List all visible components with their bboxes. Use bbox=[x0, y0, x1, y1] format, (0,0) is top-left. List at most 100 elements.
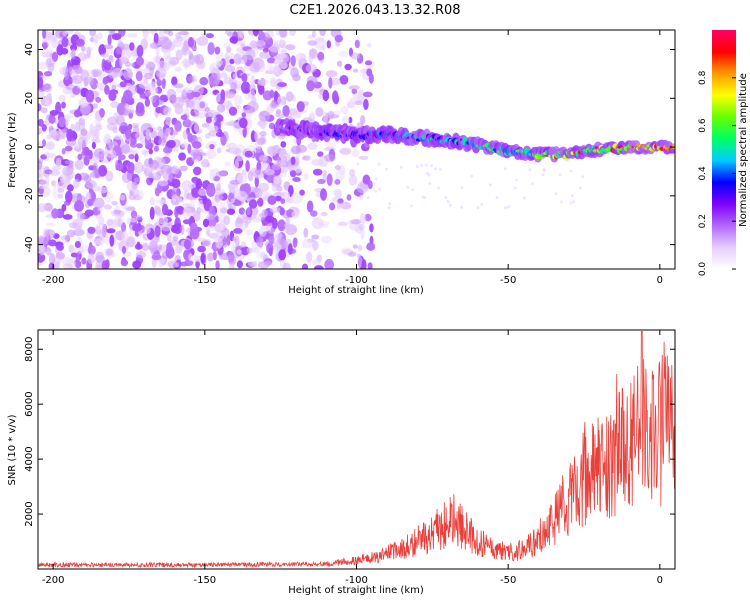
spectrogram-cell bbox=[333, 188, 343, 198]
spectrogram-cell bbox=[38, 158, 44, 165]
spectrogram-cell bbox=[384, 167, 388, 171]
snr-axes: -200 -150 -100 -50 0 2000 4000 6000 8000 bbox=[24, 330, 675, 586]
spectrogram-cell bbox=[311, 158, 324, 167]
spectrogram-cell bbox=[314, 37, 325, 43]
spectrogram-cell bbox=[148, 148, 153, 155]
spectrogram-cell bbox=[420, 164, 424, 167]
spectrogram-cell bbox=[157, 60, 168, 71]
x-tick-label: -100 bbox=[345, 575, 368, 586]
spectrogram-cell bbox=[135, 131, 144, 141]
spectrogram-cell bbox=[115, 163, 124, 171]
spectrogram-cell bbox=[158, 36, 169, 46]
spectrogram-cell bbox=[279, 30, 288, 38]
spectrogram-cell bbox=[308, 53, 313, 65]
spectrogram-cell bbox=[174, 244, 183, 255]
spectrogram-cell bbox=[92, 197, 105, 209]
spectrogram-cell bbox=[129, 42, 135, 51]
spectrogram-cell bbox=[195, 128, 203, 134]
spectrogram-cell bbox=[325, 140, 337, 148]
spectrogram-cell bbox=[95, 96, 102, 103]
spectrogram-cell bbox=[42, 83, 53, 93]
spectrogram-cell bbox=[354, 39, 360, 49]
colorbar: 0.0 0.2 0.4 0.6 0.8 Normalized spectral ampl… bbox=[698, 30, 749, 276]
spectrogram-cell bbox=[57, 193, 64, 199]
spectrogram-cell bbox=[38, 172, 42, 178]
spectrogram-cell bbox=[144, 90, 151, 98]
spectrogram-cell bbox=[324, 154, 336, 162]
spectrogram-cell bbox=[74, 66, 83, 74]
spectrogram-cell bbox=[227, 120, 238, 127]
spectrogram-cell bbox=[428, 182, 432, 185]
spectrogram-cell bbox=[204, 107, 211, 112]
spectrogram-cell bbox=[104, 149, 117, 158]
spectrogram-cell bbox=[305, 63, 317, 73]
spectrogram-cell bbox=[388, 202, 392, 206]
spectrogram-cell bbox=[351, 88, 358, 95]
spectrogram-cell bbox=[174, 67, 182, 72]
spectrogram-cell bbox=[438, 168, 442, 171]
spectrogram-cell bbox=[140, 149, 148, 155]
spectrogram-cell bbox=[84, 209, 95, 217]
spectrogram-cell bbox=[324, 258, 335, 269]
spectrogram-cell bbox=[167, 222, 173, 227]
spectrogram-cell bbox=[161, 78, 166, 86]
spectrogram-cell bbox=[123, 109, 134, 114]
spectrogram-cell bbox=[229, 58, 235, 64]
spectrogram-cell bbox=[128, 154, 135, 160]
spectrogram-cell bbox=[271, 162, 281, 171]
spectrogram-cell bbox=[233, 95, 243, 107]
spectrogram-cell bbox=[131, 181, 138, 190]
spectrogram-cell bbox=[295, 144, 307, 153]
spectrogram-cell bbox=[444, 195, 448, 199]
spectrogram-cell bbox=[248, 186, 259, 194]
spectrogram-cell bbox=[176, 88, 182, 93]
spectrogram-cell bbox=[187, 37, 194, 48]
spectrogram-cell bbox=[138, 81, 151, 89]
spectrogram-cell bbox=[254, 39, 266, 47]
spectrogram-cell bbox=[356, 253, 362, 258]
spectrogram-cell bbox=[58, 94, 66, 103]
spectrogram-cell bbox=[134, 153, 139, 163]
spectrogram-cell bbox=[211, 115, 217, 123]
spectrogram-cell bbox=[359, 213, 367, 225]
spectrogram-cell bbox=[156, 170, 165, 176]
spectrogram-cell bbox=[184, 107, 190, 116]
spectrogram-cell bbox=[319, 30, 326, 37]
spectrogram-cell bbox=[195, 260, 200, 269]
spectrogram-cell bbox=[306, 200, 314, 213]
spectrogram-cell bbox=[111, 33, 122, 41]
spectrogram-cell bbox=[446, 200, 450, 203]
spectrogram-cell bbox=[38, 252, 46, 263]
spectrogram-cell bbox=[124, 61, 131, 68]
spectrogram-cell bbox=[194, 53, 205, 65]
spectrogram-cell bbox=[259, 131, 267, 137]
spectrogram-cell bbox=[322, 89, 330, 102]
spectrogram-cell bbox=[153, 32, 159, 45]
spectrogram-cell bbox=[513, 186, 517, 190]
spectrogram-cell bbox=[337, 221, 349, 227]
spectrogram-cell bbox=[171, 178, 181, 189]
x-tick-label: -50 bbox=[500, 575, 516, 586]
spectrogram-cell bbox=[229, 261, 235, 269]
spectrogram-cell bbox=[260, 162, 271, 173]
spectrogram-cell bbox=[342, 115, 350, 125]
spectrogram-cell bbox=[368, 73, 374, 84]
spectrogram-cell bbox=[570, 194, 574, 198]
spectrogram-cell bbox=[215, 170, 228, 177]
spectrogram-cell bbox=[132, 223, 143, 232]
spectrogram-cell bbox=[192, 141, 202, 149]
spectrogram-cell bbox=[266, 175, 272, 183]
spectrogram-cell bbox=[149, 197, 155, 206]
spectrogram-cell bbox=[52, 179, 57, 188]
spectrogram-cell bbox=[296, 101, 305, 112]
y-tick-label: 20 bbox=[24, 92, 35, 105]
spectrogram-cell bbox=[367, 262, 373, 269]
spectrogram-cell bbox=[143, 72, 153, 80]
spectrogram-cell bbox=[280, 198, 286, 205]
spectrogram-cell bbox=[92, 70, 100, 76]
spectrogram-cell bbox=[190, 198, 196, 210]
spectrogram-cell bbox=[68, 83, 75, 89]
spectrogram-cell bbox=[367, 180, 373, 190]
spectrogram-cell bbox=[238, 207, 246, 215]
spectrogram-cell bbox=[91, 185, 102, 192]
